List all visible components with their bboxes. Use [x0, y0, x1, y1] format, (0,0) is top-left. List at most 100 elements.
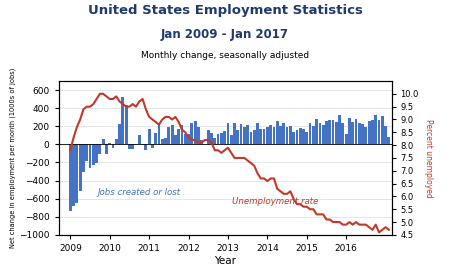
Bar: [187, 134, 190, 144]
Bar: [286, 127, 288, 144]
Bar: [122, 97, 124, 144]
Bar: [89, 144, 91, 168]
Bar: [279, 126, 282, 144]
Bar: [240, 124, 243, 144]
Bar: [269, 125, 272, 144]
Bar: [296, 130, 298, 144]
Bar: [118, 124, 121, 144]
Bar: [138, 135, 141, 144]
Bar: [302, 129, 305, 144]
Bar: [194, 121, 197, 144]
Bar: [384, 126, 387, 144]
Bar: [154, 133, 157, 144]
Y-axis label: Net change in employment per month (1000s of jobs): Net change in employment per month (1000…: [10, 68, 16, 248]
Bar: [342, 123, 344, 144]
Bar: [328, 120, 331, 144]
Bar: [312, 126, 315, 144]
Bar: [144, 144, 147, 150]
Bar: [223, 131, 226, 144]
Bar: [263, 129, 266, 144]
Bar: [374, 115, 377, 144]
Bar: [174, 136, 177, 144]
Bar: [151, 144, 154, 148]
Bar: [273, 127, 275, 144]
Bar: [345, 134, 347, 144]
Bar: [335, 122, 338, 144]
Bar: [226, 123, 230, 144]
Bar: [99, 144, 101, 154]
Text: Monthly change, seasonally adjusted: Monthly change, seasonally adjusted: [141, 51, 309, 60]
Text: Unemployment rate: Unemployment rate: [232, 197, 318, 206]
Bar: [171, 125, 174, 144]
Bar: [200, 140, 203, 144]
Bar: [76, 144, 78, 203]
Bar: [128, 144, 131, 149]
Bar: [125, 105, 127, 144]
Bar: [197, 127, 200, 144]
Bar: [72, 144, 75, 206]
Bar: [115, 140, 118, 144]
Bar: [220, 133, 223, 144]
Text: Jobs created or lost: Jobs created or lost: [98, 188, 181, 197]
Bar: [322, 125, 324, 144]
Bar: [351, 122, 354, 144]
Bar: [299, 128, 302, 144]
X-axis label: Year: Year: [214, 256, 236, 266]
Bar: [210, 133, 213, 144]
Bar: [387, 137, 390, 144]
Bar: [167, 127, 170, 144]
Bar: [161, 140, 164, 144]
Bar: [207, 130, 210, 144]
Bar: [364, 127, 367, 144]
Bar: [358, 123, 361, 144]
Bar: [253, 130, 256, 144]
Bar: [213, 138, 216, 144]
Bar: [82, 144, 85, 172]
Bar: [164, 138, 167, 144]
Bar: [243, 127, 246, 144]
Bar: [92, 144, 94, 165]
Bar: [283, 123, 285, 144]
Bar: [306, 132, 308, 144]
Bar: [259, 129, 262, 144]
Bar: [338, 115, 341, 144]
Bar: [158, 123, 160, 144]
Bar: [325, 121, 328, 144]
Bar: [233, 123, 236, 144]
Bar: [292, 132, 295, 144]
Bar: [95, 144, 98, 163]
Bar: [105, 144, 108, 154]
Bar: [79, 144, 81, 191]
Bar: [256, 123, 259, 144]
Bar: [184, 134, 187, 144]
Bar: [289, 126, 292, 144]
Bar: [102, 139, 104, 144]
Bar: [190, 123, 193, 144]
Bar: [135, 144, 137, 145]
Bar: [381, 116, 384, 144]
Bar: [332, 120, 334, 144]
Bar: [309, 123, 311, 144]
Bar: [131, 144, 134, 149]
Bar: [86, 144, 88, 161]
Bar: [236, 130, 239, 144]
Bar: [361, 124, 364, 144]
Text: United States Employment Statistics: United States Employment Statistics: [88, 4, 362, 17]
Bar: [368, 122, 370, 144]
Bar: [112, 144, 114, 148]
Bar: [266, 127, 269, 144]
Bar: [69, 144, 72, 211]
Y-axis label: Percent unemployed: Percent unemployed: [424, 119, 433, 197]
Bar: [148, 129, 151, 144]
Bar: [371, 120, 374, 144]
Bar: [355, 119, 357, 144]
Bar: [378, 120, 380, 144]
Bar: [276, 121, 279, 144]
Bar: [348, 118, 351, 144]
Bar: [246, 125, 249, 144]
Bar: [319, 123, 321, 144]
Text: Jan 2009 - Jan 2017: Jan 2009 - Jan 2017: [161, 28, 289, 41]
Bar: [315, 119, 318, 144]
Bar: [180, 125, 183, 144]
Bar: [230, 135, 233, 144]
